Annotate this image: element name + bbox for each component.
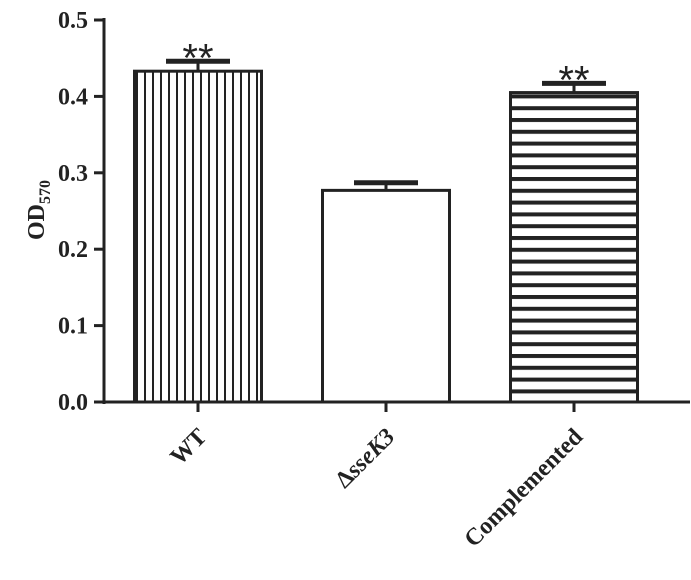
significance-marker: ** (182, 36, 213, 80)
x-tick-label: WT (166, 424, 213, 471)
bar-wt (133, 69, 263, 404)
y-tick-label: 0.4 (58, 84, 88, 110)
x-axis-ticks: WT ΔsseK3 Complemented (166, 402, 589, 553)
y-tick-label: 0.0 (58, 390, 88, 416)
y-axis-label: OD570 (24, 180, 54, 240)
y-tick-label: 0.5 (58, 8, 88, 34)
x-tick-label: Complemented (460, 423, 589, 552)
y-tick-label: 0.2 (58, 237, 88, 263)
y-axis-ticks: 0.0 0.1 0.2 0.3 0.4 0.5 (58, 8, 104, 416)
y-tick-label: 0.1 (58, 314, 88, 340)
x-tick-label: ΔsseK3 (331, 424, 401, 494)
y-tick-label: 0.3 (58, 161, 88, 187)
significance-marker: ** (558, 58, 589, 102)
bar-complemented (509, 91, 639, 404)
bars: ** ** (133, 36, 639, 404)
bar-δssek3 (321, 188, 451, 404)
